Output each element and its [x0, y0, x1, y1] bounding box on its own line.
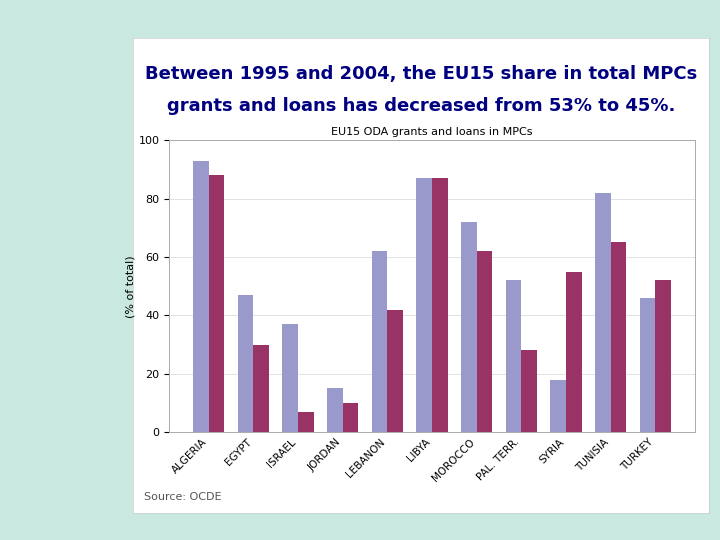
- Bar: [282, 324, 298, 432]
- Bar: [193, 161, 209, 432]
- Bar: [477, 251, 492, 432]
- Title: EU15 ODA grants and loans in MPCs: EU15 ODA grants and loans in MPCs: [331, 127, 533, 137]
- Bar: [327, 388, 343, 432]
- Bar: [387, 309, 403, 432]
- Bar: [209, 176, 225, 432]
- Text: Source: OCDE: Source: OCDE: [144, 492, 222, 502]
- Bar: [343, 403, 359, 432]
- Bar: [298, 411, 314, 432]
- Bar: [372, 251, 387, 432]
- Bar: [550, 380, 566, 432]
- Bar: [505, 280, 521, 432]
- Bar: [655, 280, 671, 432]
- Bar: [253, 345, 269, 432]
- Text: grants and loans has decreased from 53% to 45%.: grants and loans has decreased from 53% …: [167, 97, 675, 115]
- Bar: [595, 193, 611, 432]
- Bar: [238, 295, 253, 432]
- Text: Between 1995 and 2004, the EU15 share in total MPCs: Between 1995 and 2004, the EU15 share in…: [145, 65, 698, 83]
- Bar: [611, 242, 626, 432]
- Bar: [416, 178, 432, 432]
- Bar: [432, 178, 448, 432]
- Bar: [461, 222, 477, 432]
- Bar: [639, 298, 655, 432]
- Bar: [521, 350, 537, 432]
- Bar: [566, 272, 582, 432]
- Y-axis label: (% of total): (% of total): [126, 255, 135, 318]
